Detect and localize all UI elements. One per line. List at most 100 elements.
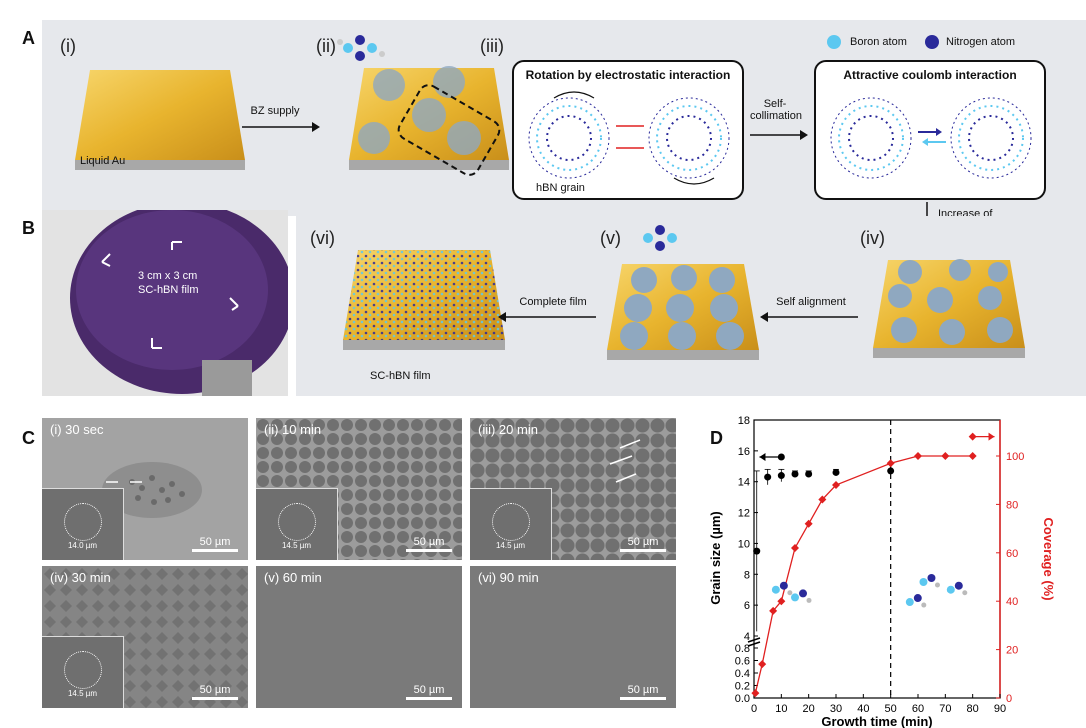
axis-break-2 [747,641,761,647]
step-iv-label: (iv) [860,228,885,248]
scalebar-6: 50 µm [620,684,666,700]
sem-image-2: (ii) 10 min 14.5 µm 50 µm [256,418,462,560]
grain-size-point [832,468,840,476]
coverage-point [791,543,799,552]
sem-label-2: (ii) 10 min [264,422,322,437]
self-collimation-arrow [750,130,808,140]
molecule-boron [771,585,780,594]
panel-letter-a: A [22,28,35,48]
x-tick-label: 30 [830,703,842,715]
sem-inset-4: 14.5 µm [42,636,124,708]
legend-boron: Boron atom [850,36,907,48]
molecule-hydrogen [921,602,927,608]
coverage-point [758,660,767,669]
y-left-tick-label-lower: 0.4 [735,668,750,680]
scalebar-label-1: 50 µm [199,536,231,548]
rotation-box-title: Rotation by electrostatic interaction [525,68,731,82]
scalebar-label-5: 50 µm [413,684,445,696]
y-right-axis-label: Coverage (%) [1041,517,1056,600]
nitrogen-atom-icon [925,35,939,49]
scalebar-2: 50 µm [406,536,452,552]
sem-image-4: (iv) 30 min 14.5 µm 50 µm [42,566,248,708]
plot-frame [753,419,1001,699]
sem-image-3: (iii) 20 min 14.5 µm 50 µm [470,418,676,560]
x-tick-label: 60 [912,703,924,715]
bz-supply-label: BZ supply [250,105,300,117]
left-axis-indicator-head [759,453,766,462]
inset-circle-4 [64,651,102,689]
y-right-tick-label: 80 [1006,499,1018,511]
sem-inset-2: 14.5 µm [256,488,338,560]
grain-size-point [753,547,761,555]
sem-label-5: (v) 60 min [264,570,322,585]
grain-size-point [777,472,785,480]
inset-circle-3 [492,503,530,541]
molecule-nitrogen [799,589,807,598]
inset-measure-3: 14.5 µm [495,541,526,550]
right-axis-indicator-head [988,432,995,441]
self-alignment-label: Self alignment [776,296,846,308]
coverage-point [751,689,760,698]
x-tick-label: 80 [967,703,979,715]
step-iii-label: (iii) [480,36,504,56]
coverage-point [804,519,813,528]
bz-molecule-icon-2 [643,225,677,251]
complete-film-arrow [498,312,596,322]
coulomb-box-title: Attractive coulomb interaction [843,68,1017,82]
x-tick-label: 0 [751,703,757,715]
molecule-nitrogen [927,574,936,582]
coverage-line [754,455,973,694]
inset-measure-4: 14.5 µm [67,689,98,698]
y-right-tick-label: 0 [1006,693,1012,705]
y-right-tick-label: 100 [1006,451,1024,463]
right-axis-indicator-dot [968,432,977,441]
coverage-point [832,481,840,490]
y-left-tick-label: 10 [738,538,750,550]
coulomb-grains [830,97,1032,179]
molecule-hydrogen [806,597,812,603]
y-left-tick-label: 18 [738,415,750,427]
hbn-grain-label: hBN grain [536,182,585,194]
y-right-tick-label: 40 [1006,596,1018,608]
y-left-axis-label: Grain size (µm) [708,511,723,604]
sc-hbn-film-substrate [343,250,505,350]
molecule-boron [946,585,955,594]
scalebar-3: 50 µm [620,536,666,552]
step-v-label: (v) [600,228,621,248]
sem-label-3: (iii) 20 min [478,422,538,437]
scalebar-5: 50 µm [406,684,452,700]
left-axis-indicator-dot [777,453,785,461]
bz-supply-arrow [242,122,320,132]
y-left-tick-label: 14 [738,477,750,489]
step-i-label: (i) [60,36,76,56]
scalebar-label-4: 50 µm [199,684,231,696]
coverage-point [914,452,922,460]
panel-letter-c: C [22,428,35,448]
scalebar-4: 50 µm [192,684,238,700]
complete-film-label: Complete film [519,296,587,308]
x-tick-label: 10 [775,703,787,715]
panel-letter-b: B [22,218,35,238]
y-left-tick-label: 8 [744,569,750,581]
y-left-tick-label: 6 [744,600,750,612]
coverage-point [769,606,778,615]
molecule-hydrogen [934,582,940,588]
molecule-nitrogen [779,581,788,590]
sem-inset-3: 14.5 µm [470,488,552,560]
axis-break-1 [747,637,761,643]
self-alignment-arrow [760,312,858,322]
y-left-tick-label: 16 [738,446,750,458]
y-left-tick-label-lower: 0.8 [735,643,750,655]
self-collimation-label: Self- collimation [750,98,802,122]
sem-label-6: (vi) 90 min [478,570,539,585]
coverage-point [968,452,977,460]
wafer-image [42,210,288,396]
inset-circle-2 [278,503,316,541]
step-ii-label: (ii) [316,36,336,56]
scalebar-1: 50 µm [192,536,238,552]
liquid-au-substrate [75,70,245,170]
molecule-nitrogen [913,594,922,603]
rotation-box: Rotation by electrostatic interaction hB… [512,60,744,200]
y-left-tick-label: 4 [744,631,750,643]
